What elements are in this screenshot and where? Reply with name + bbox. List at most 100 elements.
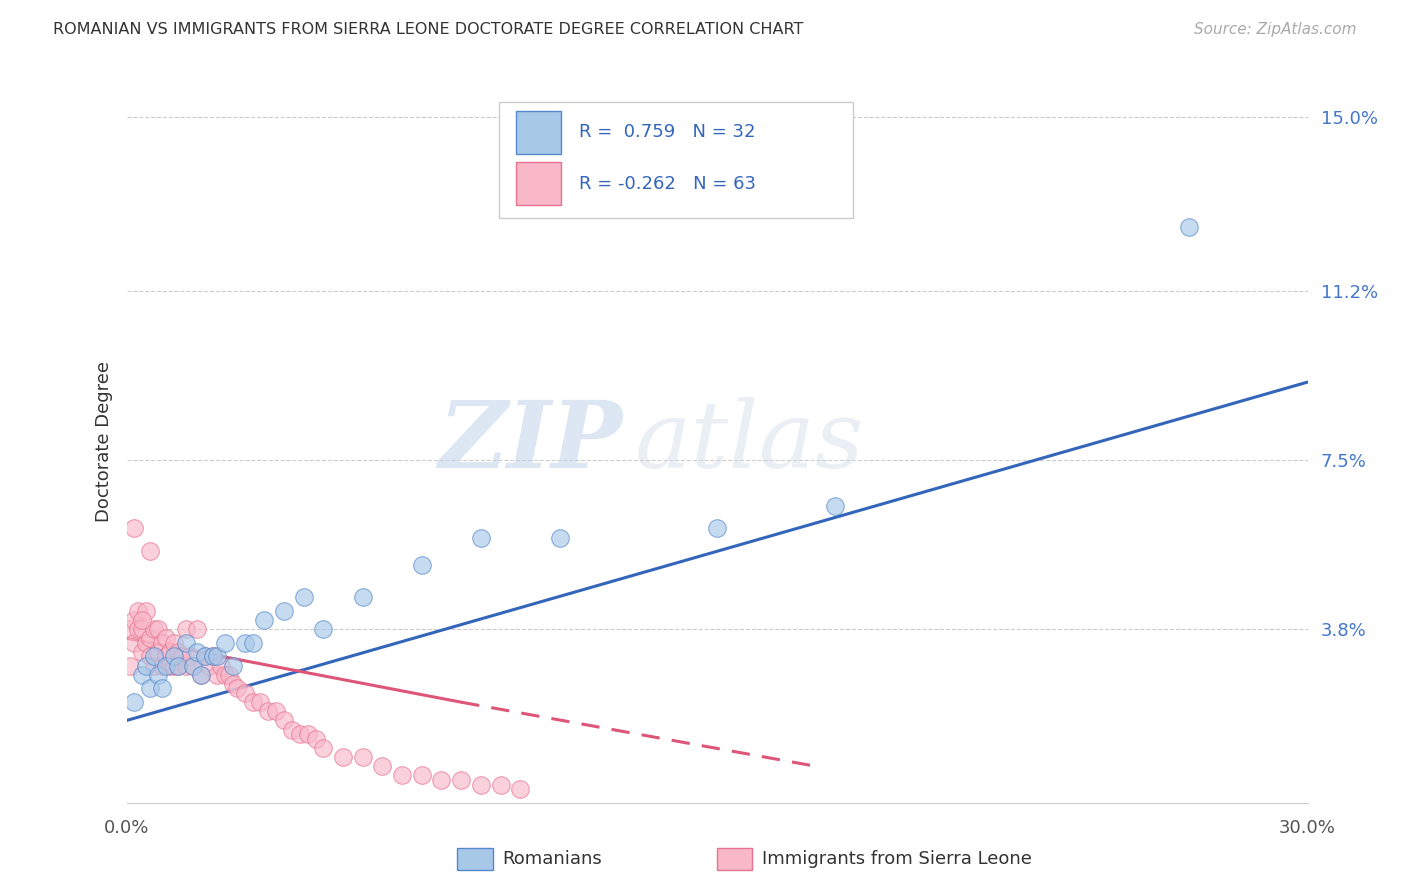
Point [150,636,173,650]
Text: Source: ZipAtlas.com: Source: ZipAtlas.com [1194,22,1357,37]
Point [143,649,166,664]
Point [470,531,492,545]
Point [146,645,169,659]
Point [352,750,374,764]
Point [489,777,512,791]
Text: R =  0.759   N = 32: R = 0.759 N = 32 [579,123,755,141]
Point [450,772,472,787]
Point [209,658,232,673]
Point [120,622,142,636]
Point [127,622,149,636]
Point [411,558,433,572]
Point [292,590,315,604]
Point [183,658,205,673]
Point [155,631,177,645]
Point [186,622,208,636]
Point [174,622,197,636]
Point [139,544,162,558]
Point [190,667,212,681]
Point [174,658,197,673]
Point [159,645,181,659]
Point [411,768,433,782]
Point [233,686,256,700]
Point [131,622,153,636]
Point [352,590,374,604]
Point [146,667,169,681]
Point [139,649,162,664]
Text: ROMANIAN VS IMMIGRANTS FROM SIERRA LEONE DOCTORATE DEGREE CORRELATION CHART: ROMANIAN VS IMMIGRANTS FROM SIERRA LEONE… [53,22,804,37]
Point [225,681,247,696]
Point [120,658,142,673]
FancyBboxPatch shape [499,102,853,218]
Point [179,649,201,664]
Bar [516,111,561,154]
Text: Immigrants from Sierra Leone: Immigrants from Sierra Leone [762,850,1032,868]
Point [135,636,157,650]
Point [242,636,264,650]
Point [202,649,225,664]
Point [202,649,225,664]
Point [242,695,264,709]
Point [706,521,728,535]
Point [281,723,304,737]
Point [135,658,157,673]
Point [150,681,173,696]
Point [166,658,188,673]
Point [139,631,162,645]
Text: Romanians: Romanians [502,850,602,868]
Point [163,649,186,664]
Point [371,759,394,773]
Point [198,658,221,673]
Y-axis label: Doctorate Degree: Doctorate Degree [94,361,112,522]
Bar [457,848,492,870]
Point [222,658,245,673]
Point [548,531,571,545]
Point [205,667,228,681]
Point [194,649,217,664]
Point [155,649,177,664]
Point [131,667,153,681]
Point [1178,219,1201,234]
Point [253,613,276,627]
Point [135,604,157,618]
Point [222,677,245,691]
Text: atlas: atlas [634,397,863,486]
Point [273,604,295,618]
Point [391,768,413,782]
Point [297,727,319,741]
Point [159,658,181,673]
Point [233,636,256,650]
Point [166,645,188,659]
Point [288,727,311,741]
Point [155,658,177,673]
Point [257,704,280,718]
Point [124,521,146,535]
Text: R = -0.262   N = 63: R = -0.262 N = 63 [579,175,756,193]
Bar [717,848,752,870]
Point [312,740,335,755]
Point [124,636,146,650]
Point [214,636,236,650]
Point [304,731,326,746]
Point [470,777,492,791]
Point [124,613,146,627]
Point [146,622,169,636]
Point [249,695,271,709]
Point [143,622,166,636]
Point [127,604,149,618]
Point [163,658,186,673]
Point [205,649,228,664]
Point [194,649,217,664]
Bar [516,162,561,205]
Point [509,782,531,797]
Point [186,645,208,659]
Point [139,681,162,696]
Point [183,658,205,673]
Point [170,649,193,664]
Point [190,667,212,681]
Point [150,658,173,673]
Point [214,667,236,681]
Point [124,695,146,709]
Point [264,704,287,718]
Point [430,772,453,787]
